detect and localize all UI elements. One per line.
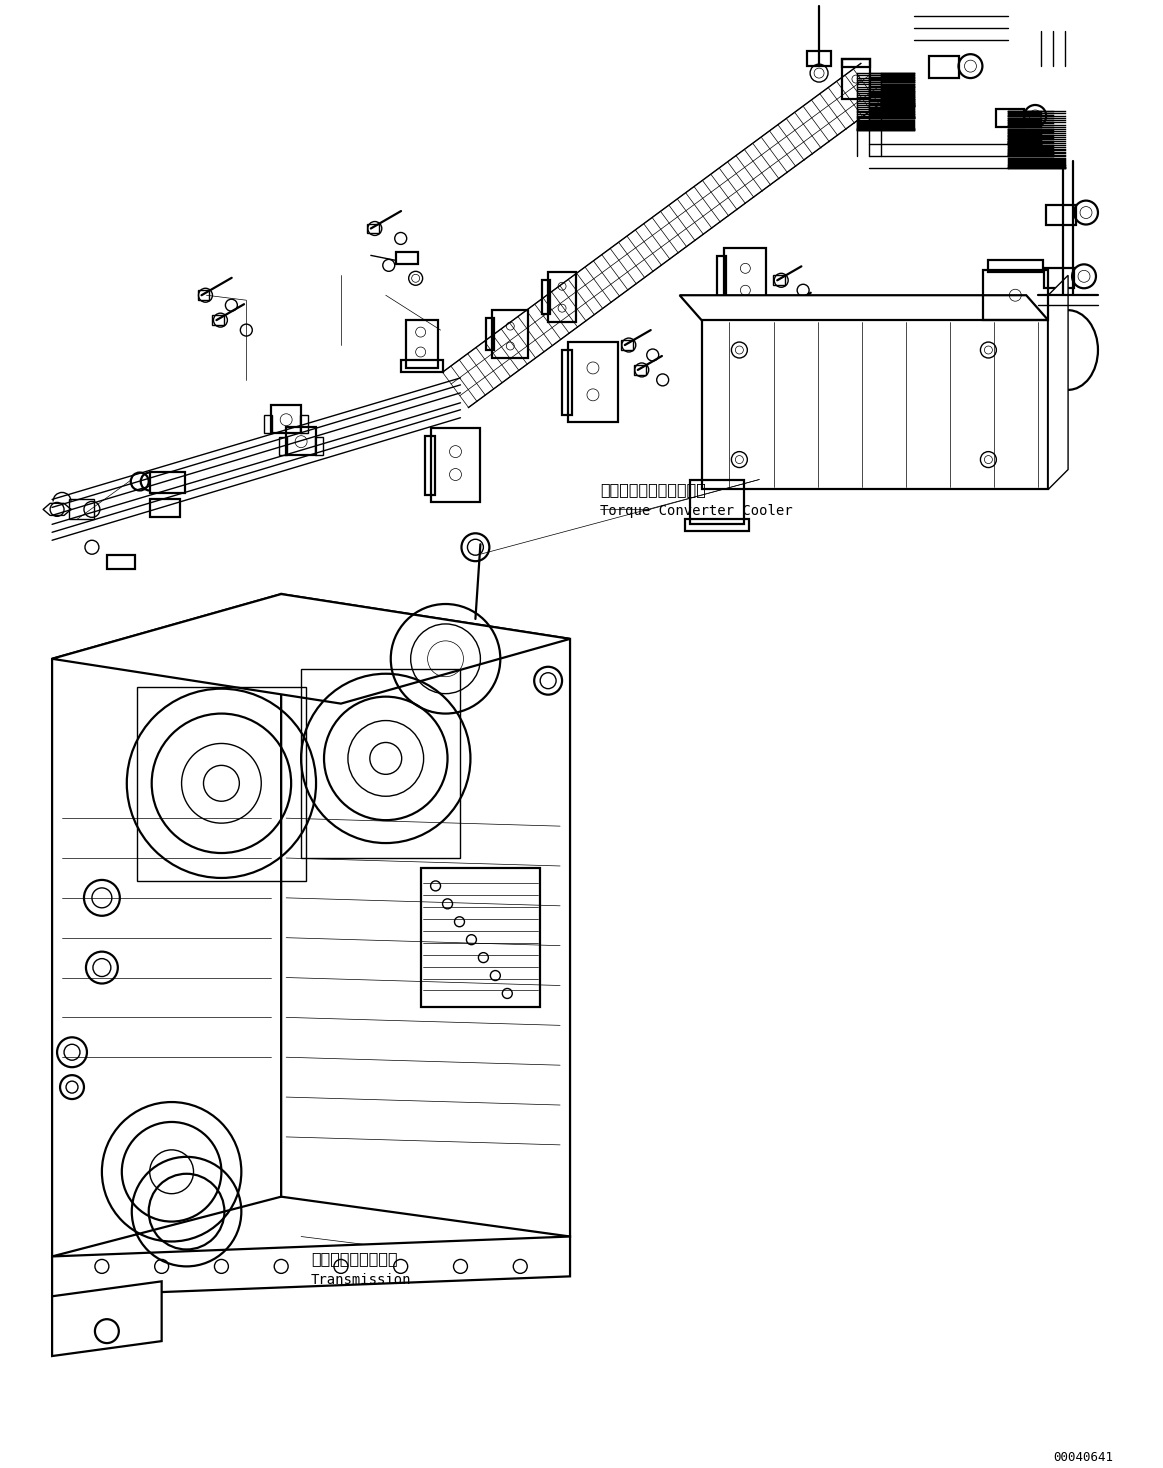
Bar [150, 471, 185, 493]
Bar [997, 109, 1025, 126]
Bar [1047, 204, 1076, 225]
Bar [137, 687, 306, 881]
Bar [286, 427, 316, 455]
Bar [395, 252, 418, 264]
Bar [486, 319, 494, 349]
Bar [548, 273, 576, 321]
Text: トルクコンバータクーラ: トルクコンバータクーラ [600, 482, 706, 498]
Bar [424, 436, 435, 495]
Text: 00040641: 00040641 [1053, 1450, 1113, 1464]
Polygon shape [281, 595, 570, 1236]
Bar [300, 415, 308, 433]
Bar [984, 270, 1048, 320]
Bar [634, 366, 645, 374]
Bar [725, 248, 766, 313]
Bar [568, 342, 618, 421]
Bar [928, 56, 958, 78]
Bar [785, 301, 797, 310]
Bar [492, 310, 528, 358]
Bar [989, 260, 1043, 273]
Bar [150, 499, 179, 517]
Bar [718, 257, 727, 304]
Bar [401, 360, 443, 371]
Polygon shape [1048, 276, 1068, 489]
Bar [198, 291, 209, 301]
Bar [107, 555, 135, 570]
Bar [690, 480, 744, 524]
Bar [685, 520, 749, 531]
Bar [807, 51, 832, 66]
Bar [301, 669, 461, 857]
Polygon shape [52, 595, 570, 703]
Polygon shape [52, 1236, 570, 1296]
Bar [366, 223, 379, 233]
Bar [773, 276, 785, 285]
Polygon shape [679, 295, 1048, 320]
Polygon shape [701, 320, 1048, 489]
Bar [542, 280, 550, 314]
Bar [271, 405, 301, 433]
Bar [279, 436, 287, 455]
Bar [406, 320, 437, 368]
Bar [421, 868, 540, 1007]
Text: トランスミッション: トランスミッション [311, 1251, 398, 1265]
Bar [1044, 269, 1075, 288]
Bar [430, 427, 480, 502]
Bar [842, 59, 870, 98]
Bar [213, 316, 224, 324]
Bar [562, 349, 572, 415]
Bar [621, 341, 633, 349]
Text: Torque Converter Cooler: Torque Converter Cooler [600, 505, 792, 518]
Bar [315, 436, 323, 455]
Bar [264, 415, 272, 433]
Polygon shape [52, 1282, 162, 1356]
Bar [69, 499, 94, 520]
Bar [842, 59, 870, 68]
Text: Transmission: Transmission [311, 1273, 412, 1287]
Polygon shape [52, 595, 281, 1257]
